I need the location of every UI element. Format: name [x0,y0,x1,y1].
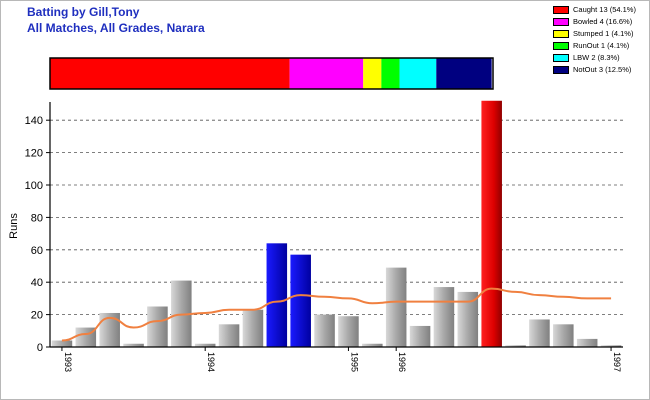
legend-label: NotOut 3 (12.5%) [573,65,632,74]
x-tick-label: 1993 [63,352,73,372]
legend-swatch [553,30,569,38]
legend-item-runout: RunOut 1 (4.1%) [553,40,649,51]
bar [385,267,407,347]
y-tick-label: 0 [37,342,43,354]
y-tick-label: 140 [25,115,43,127]
bar [194,343,216,347]
y-tick-label: 40 [31,277,43,289]
bar [338,316,359,347]
legend-label: RunOut 1 (4.1%) [573,41,630,50]
bar [505,345,526,347]
legend-item-stumped: Stumped 1 (4.1%) [553,28,649,39]
bar [576,338,598,347]
legend-label: Caught 13 (54.1%) [573,5,636,14]
bar [51,340,73,347]
bar [266,243,288,347]
y-axis-label: Runs [8,213,20,239]
bar [290,254,311,347]
legend-item-notout: NotOut 3 (12.5%) [553,64,649,75]
bar [457,291,479,347]
legend-swatch [553,42,569,50]
legend-item-lbw: LBW 2 (8.3%) [553,52,649,63]
legend-label: LBW 2 (8.3%) [573,53,620,62]
bar [314,314,335,347]
y-tick-label: 100 [25,180,43,192]
bar [242,309,264,347]
x-tick-label: 1996 [397,352,407,372]
legend-item-caught: Caught 13 (54.1%) [553,4,649,15]
stack-segment-runout [381,58,400,89]
stack-segment-bowled [289,58,364,89]
bar [481,100,502,347]
legend-label: Bowled 4 (16.6%) [573,17,633,26]
x-tick-label: 1997 [612,352,622,372]
grid [50,119,623,316]
stack-segment-lbw [399,58,437,89]
bar [600,345,622,347]
bars [51,100,622,347]
legend-label: Stumped 1 (4.1%) [573,29,634,38]
legend-swatch [553,6,569,14]
legend-item-bowled: Bowled 4 (16.6%) [553,16,649,27]
bar [99,312,120,347]
legend-swatch [553,18,569,26]
stack-segment-notout [436,58,492,89]
chart-title: Batting by Gill,Tony [27,5,140,19]
x-tick-label: 1994 [206,352,216,372]
bar [123,343,144,347]
y-tick-label: 80 [31,212,43,224]
bar [553,324,574,347]
stack-segment-caught [50,58,290,89]
legend-swatch [553,54,569,62]
y-tick-label: 120 [25,148,43,160]
axes: 0 20 40 60 80 100 120 140 1993 1994 1995 1996 1997 [25,102,623,372]
bar [362,343,383,347]
x-tick-label: 1995 [349,352,359,372]
average-line-path [61,287,612,342]
stack-segment-stumped [363,58,382,89]
bar [433,287,455,347]
y-tick-label: 20 [31,310,43,322]
chart-subtitle: All Matches, All Grades, Narara [27,21,205,35]
legend-swatch [553,66,569,74]
bar [409,325,431,347]
average-line [61,287,612,342]
bar [147,306,168,347]
dismissal-stacked-bar [49,57,494,90]
stack-border [49,57,494,90]
legend: Caught 13 (54.1%) Bowled 4 (16.6%) Stump… [553,4,649,76]
bar [218,324,240,347]
y-tick-label: 60 [31,245,43,257]
bar [529,319,550,347]
